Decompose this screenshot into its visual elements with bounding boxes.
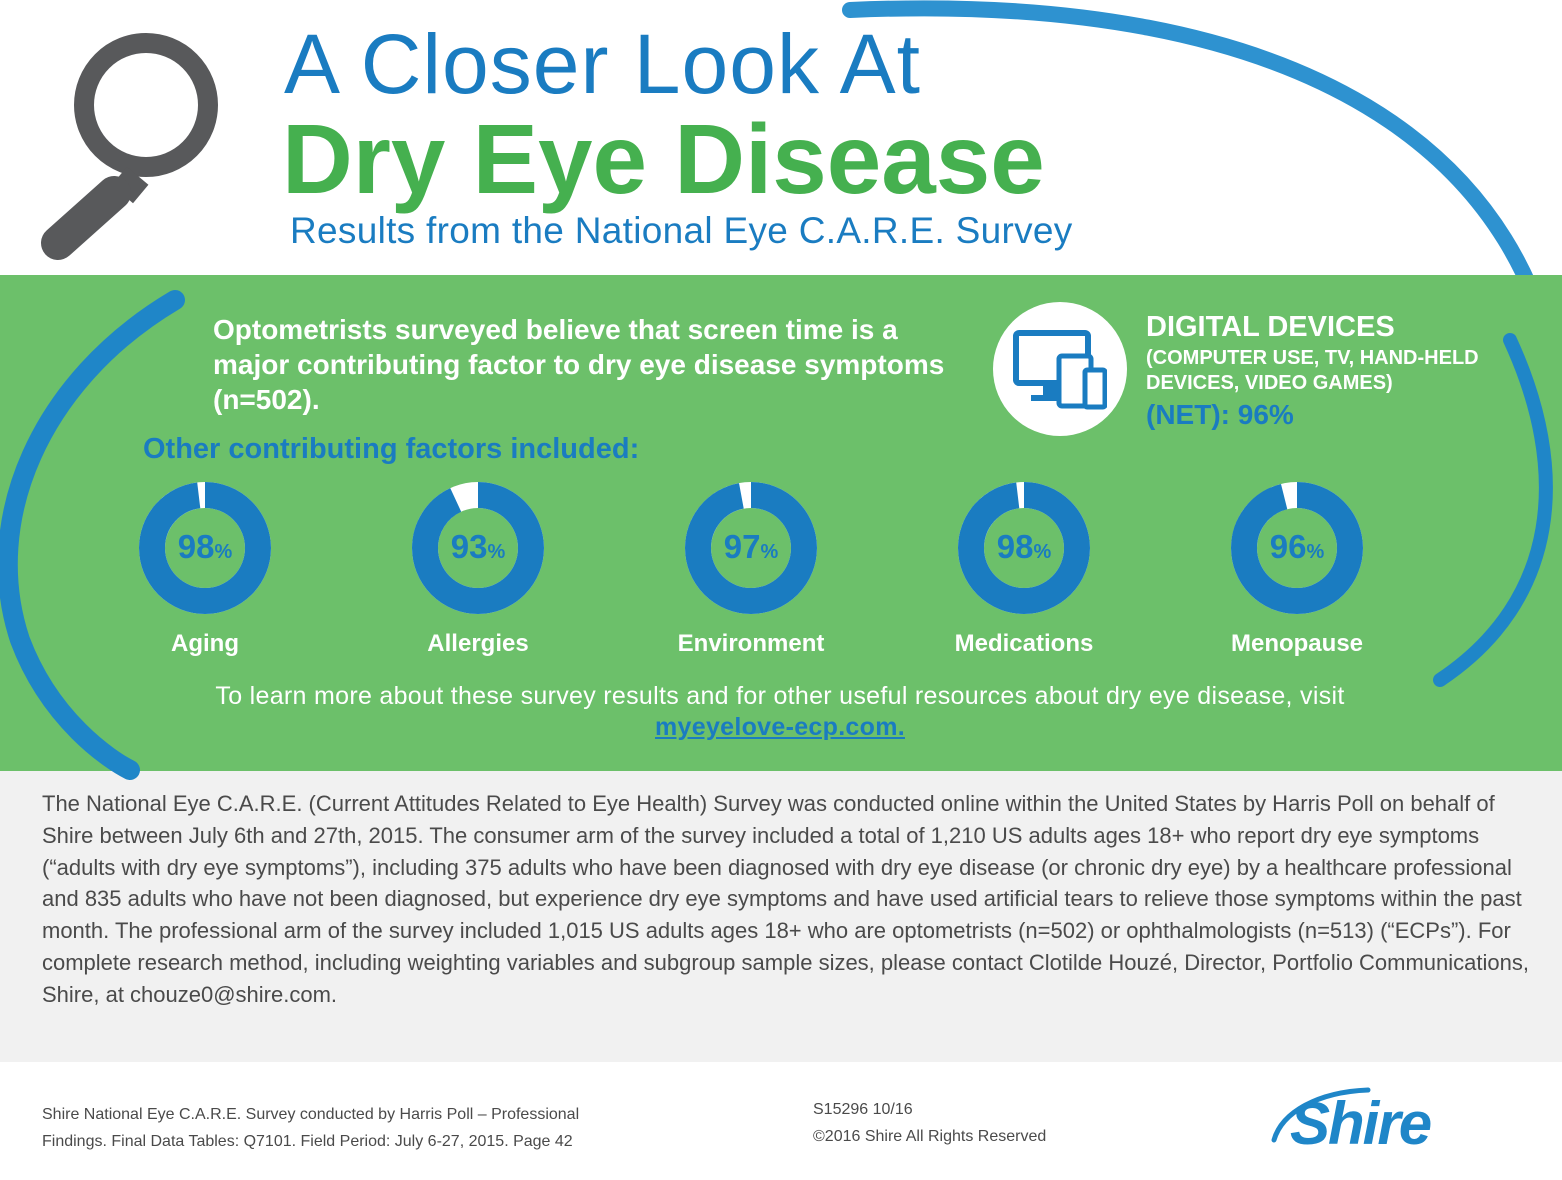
digital-devices-subtitle: (COMPUTER USE, TV, HAND-HELD DEVICES, VI…	[1146, 347, 1479, 394]
donut-chart-allergies	[412, 482, 544, 614]
footer-source-line-1: Shire National Eye C.A.R.E. Survey condu…	[42, 1106, 580, 1123]
website-link[interactable]: myeyelove-ecp.com.	[655, 713, 905, 741]
donut-chart-environment	[685, 482, 817, 614]
factor-label: Aging	[171, 630, 239, 657]
title-line-2: Dry Eye Disease	[282, 104, 1045, 214]
factor-menopause: 96% Menopause	[1177, 480, 1417, 670]
factor-percent: 93%	[450, 528, 506, 565]
other-factors-heading: Other contributing factors included:	[143, 433, 640, 465]
shire-logo: Shire	[1271, 1087, 1433, 1152]
findings-panel: Optometrists surveyed believe that scree…	[0, 275, 1562, 771]
methodology-section: The National Eye C.A.R.E. (Current Attit…	[0, 771, 1562, 1062]
title-line-1: A Closer Look At	[284, 17, 922, 111]
donut-chart-menopause	[1231, 482, 1363, 614]
magnifying-glass-icon	[41, 33, 218, 260]
factor-medications: 98% Medications	[904, 480, 1144, 670]
svg-text:Shire: Shire	[1290, 1090, 1431, 1152]
screen-time-statement: Optometrists surveyed believe that scree…	[213, 314, 945, 415]
subtitle: Results from the National Eye C.A.R.E. S…	[290, 210, 1073, 251]
methodology-text: The National Eye C.A.R.E. (Current Attit…	[42, 791, 1529, 1007]
footer-source-line-2: Findings. Final Data Tables: Q7101. Fiel…	[42, 1133, 573, 1150]
digital-devices-title: DIGITAL DEVICES	[1146, 311, 1395, 343]
factor-label: Menopause	[1230, 630, 1364, 657]
footer-code: S15296 10/16	[813, 1101, 913, 1118]
donut-chart-medications	[958, 482, 1090, 614]
learn-more-copy: To learn more about these survey results…	[215, 682, 1345, 710]
factor-label: Medications	[954, 630, 1094, 657]
footer-copyright: ©2016 Shire All Rights Reserved	[813, 1128, 1047, 1145]
footer-legal: S15296 10/16 ©2016 Shire All Rights Rese…	[813, 1096, 1046, 1150]
factor-allergies: 93% Allergies	[358, 480, 598, 670]
digital-devices-net: (NET): 96%	[1146, 399, 1294, 430]
learn-more-text: To learn more about these survey results…	[180, 681, 1380, 743]
footer-source: Shire National Eye C.A.R.E. Survey condu…	[42, 1101, 702, 1155]
factor-label: Allergies	[427, 630, 529, 657]
factor-percent: 98%	[996, 528, 1052, 565]
factor-environment: 97% Environment	[631, 480, 871, 670]
devices-badge	[993, 302, 1127, 436]
factor-percent: 97%	[723, 528, 779, 565]
devices-icon	[1013, 330, 1107, 410]
factor-percent: 98%	[177, 528, 233, 565]
header: A Closer Look At Dry Eye Disease Results…	[0, 0, 1562, 275]
factor-label: Environment	[677, 630, 825, 657]
factor-percent: 96%	[1269, 528, 1325, 565]
factor-aging: 98% Aging	[85, 480, 325, 670]
